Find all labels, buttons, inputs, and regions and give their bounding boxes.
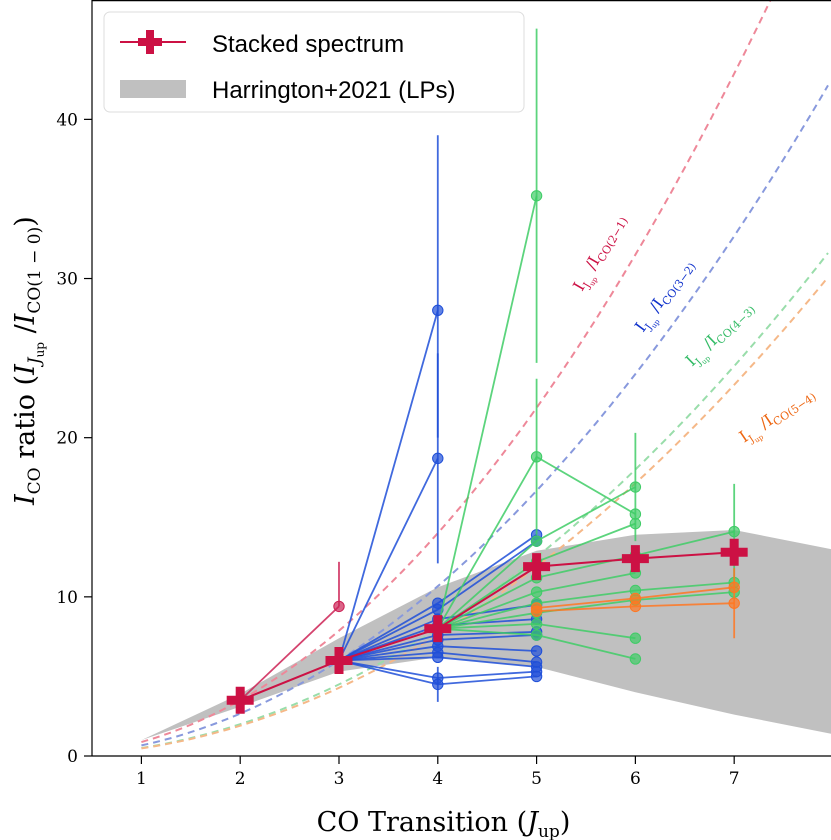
source-line-blue bbox=[338, 310, 439, 661]
source-point-green bbox=[530, 629, 543, 641]
legend-label-band: Harrington+2021 (LPs) bbox=[212, 77, 455, 104]
axes: 1 2 3 4 5 6 7 0 10 20 30 40 CO Transition (Jup) ICO r… bbox=[10, 0, 831, 840]
source-point-blue bbox=[432, 304, 444, 317]
source-point-green bbox=[530, 618, 543, 630]
x-tick-label: 4 bbox=[432, 769, 443, 789]
x-tick-label: 3 bbox=[334, 769, 345, 789]
source-line-red bbox=[239, 605, 340, 701]
curve-annotation: IJup /ICO(3−2) bbox=[631, 255, 701, 338]
curve-annotation: IJup /ICO(4−3) bbox=[682, 297, 760, 374]
x-tick-label: 5 bbox=[531, 769, 542, 789]
y-axis-label: ICO ratio (IJup /ICO(1 − 0)) bbox=[10, 216, 47, 506]
curve-annotation: IJup /ICO(2−1) bbox=[569, 211, 632, 297]
stacked-point bbox=[226, 686, 254, 714]
source-point-blue bbox=[432, 651, 444, 664]
y-tick-label: 0 bbox=[67, 747, 78, 767]
source-point-green bbox=[530, 586, 543, 598]
source-point-green bbox=[629, 481, 642, 493]
source-line-green bbox=[437, 530, 735, 630]
source-point-green bbox=[629, 517, 642, 530]
legend-swatch-band bbox=[120, 80, 186, 98]
x-tick-label: 1 bbox=[136, 769, 147, 789]
y-tick-label: 30 bbox=[56, 270, 78, 290]
legend-frame bbox=[103, 11, 525, 113]
source-point-blue bbox=[432, 452, 444, 465]
source-point-orange bbox=[629, 600, 642, 613]
stacked-point bbox=[720, 538, 748, 566]
plot-area: IJup /ICO(2−1)IJup /ICO(3−2)IJup /ICO(4−… bbox=[141, 0, 831, 750]
stacked-point bbox=[424, 615, 452, 643]
x-tick-label: 2 bbox=[235, 769, 246, 789]
y-tick-label: 40 bbox=[56, 110, 78, 130]
source-line-green bbox=[436, 195, 538, 629]
stacked-point bbox=[523, 553, 551, 581]
x-tick-label: 7 bbox=[729, 769, 740, 789]
source-point-green bbox=[629, 632, 642, 644]
stacked-line bbox=[239, 551, 735, 702]
y-tick-label: 20 bbox=[56, 429, 78, 449]
legend-swatch-stacked-marker bbox=[138, 30, 162, 54]
source-point-blue bbox=[432, 678, 444, 691]
stacked-point bbox=[621, 545, 649, 573]
source-point-green bbox=[629, 653, 642, 665]
source-point-green bbox=[530, 451, 543, 463]
x-axis-label: CO Transition (Jup) bbox=[317, 807, 571, 840]
source-line-green bbox=[437, 581, 735, 630]
source-line-blue bbox=[338, 458, 439, 661]
source-point-blue bbox=[530, 645, 543, 657]
stacked-point bbox=[325, 647, 353, 675]
source-point-green bbox=[530, 535, 543, 547]
source-line-green bbox=[437, 591, 735, 630]
source-point-blue bbox=[530, 670, 543, 683]
source-point-green bbox=[728, 525, 740, 538]
source-point-green bbox=[530, 190, 543, 202]
legend-label-stacked: Stacked spectrum bbox=[212, 31, 404, 58]
curve-line-1 bbox=[141, 84, 829, 747]
source-point-orange bbox=[530, 605, 543, 617]
y-tick-label: 10 bbox=[56, 588, 78, 608]
x-tick-label: 6 bbox=[630, 769, 641, 789]
curve-line-0 bbox=[141, 0, 772, 744]
curve-annotation: IJup /ICO(5−4) bbox=[736, 383, 820, 451]
source-point-red bbox=[333, 600, 345, 613]
legend: Stacked spectrum Harrington+2021 (LPs) bbox=[103, 11, 525, 113]
harrington-band bbox=[141, 530, 831, 741]
source-point-orange bbox=[728, 597, 740, 609]
